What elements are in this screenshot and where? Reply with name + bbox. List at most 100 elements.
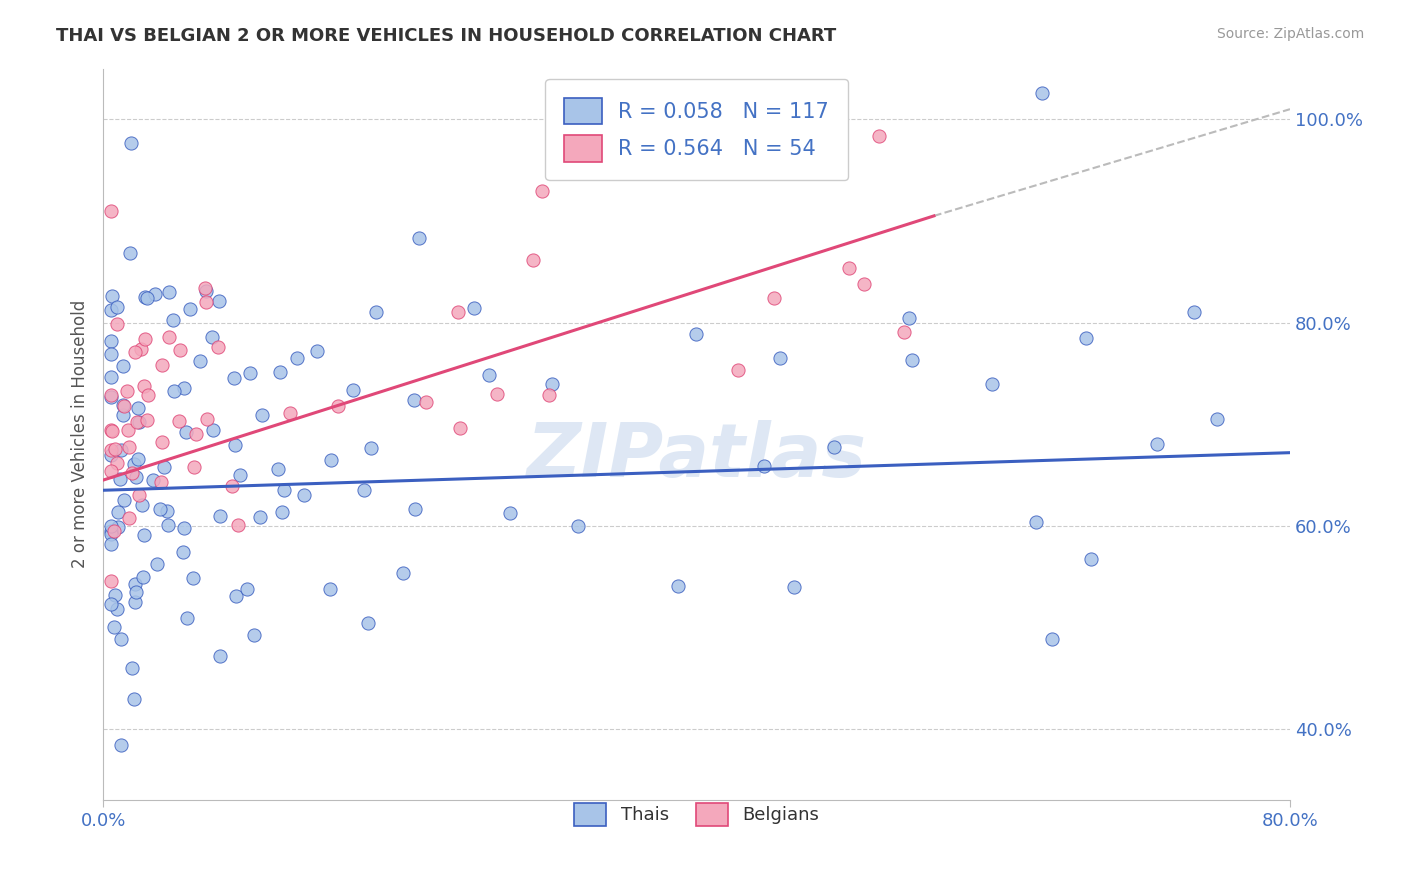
Point (783, 580, 806, 594)
Point (183, 459, 205, 474)
Point (364, 305, 387, 319)
Point (769, 351, 792, 366)
Point (415, 395, 437, 409)
Legend: Thais, Belgians: Thais, Belgians (565, 794, 828, 835)
Point (150, 434, 173, 449)
Point (162, 313, 184, 327)
Point (122, 458, 145, 472)
Point (125, 469, 148, 483)
Point (124, 576, 146, 591)
Point (132, 378, 155, 392)
Point (157, 518, 180, 533)
Point (146, 557, 169, 571)
Point (868, 129, 890, 144)
Point (111, 398, 134, 412)
Point (727, 363, 749, 377)
Point (485, 387, 508, 401)
Point (1080, 552, 1102, 566)
Point (100, 524, 122, 538)
Point (1025, 515, 1047, 529)
Point (173, 381, 195, 395)
Point (169, 414, 191, 428)
Point (104, 588, 127, 602)
Point (478, 368, 501, 382)
Point (269, 366, 291, 380)
Point (153, 459, 176, 474)
Point (273, 483, 295, 498)
Point (110, 442, 132, 457)
Point (357, 616, 380, 631)
Point (103, 620, 125, 634)
Point (100, 334, 122, 348)
Point (353, 483, 375, 497)
Point (463, 301, 485, 316)
Point (100, 423, 122, 437)
Point (183, 571, 205, 585)
Point (208, 649, 231, 664)
Point (838, 260, 860, 275)
Point (100, 574, 122, 588)
Point (128, 488, 150, 502)
Point (499, 506, 522, 520)
Point (127, 451, 149, 466)
Point (101, 289, 124, 303)
Point (100, 464, 122, 478)
Point (226, 518, 249, 533)
Point (142, 473, 165, 487)
Point (174, 820, 197, 834)
Point (125, 415, 148, 429)
Point (287, 351, 309, 365)
Point (132, 527, 155, 541)
Y-axis label: 2 or more Vehicles in Household: 2 or more Vehicles in Household (72, 301, 89, 568)
Point (129, 342, 152, 356)
Point (122, 691, 145, 706)
Point (541, 376, 564, 391)
Point (100, 424, 122, 438)
Point (179, 302, 201, 317)
Point (111, 359, 134, 374)
Point (131, 498, 153, 512)
Point (100, 204, 122, 219)
Point (125, 585, 148, 599)
Point (110, 632, 132, 647)
Point (1040, 632, 1063, 646)
Point (105, 317, 128, 331)
Point (319, 582, 342, 597)
Point (112, 399, 135, 413)
Point (207, 340, 229, 354)
Point (121, 466, 143, 480)
Point (195, 294, 218, 309)
Point (100, 518, 122, 533)
Point (242, 628, 264, 642)
Point (567, 518, 589, 533)
Point (105, 300, 128, 314)
Point (342, 383, 364, 397)
Point (135, 413, 157, 427)
Point (124, 345, 146, 359)
Point (157, 285, 180, 299)
Point (522, 252, 544, 267)
Point (173, 521, 195, 535)
Point (823, 440, 845, 454)
Point (120, 136, 142, 150)
Point (225, 589, 247, 603)
Point (118, 510, 141, 524)
Text: Source: ZipAtlas.com: Source: ZipAtlas.com (1216, 27, 1364, 41)
Point (893, 325, 915, 339)
Point (271, 505, 294, 519)
Point (127, 401, 149, 416)
Point (239, 366, 262, 380)
Point (1074, 330, 1097, 344)
Point (981, 377, 1004, 392)
Point (194, 284, 217, 298)
Point (404, 501, 426, 516)
Point (224, 371, 246, 385)
Point (107, 456, 129, 470)
Point (149, 501, 172, 516)
Point (186, 426, 208, 441)
Point (100, 536, 122, 550)
Point (852, 277, 875, 291)
Point (326, 400, 349, 414)
Point (194, 280, 217, 294)
Point (221, 479, 243, 493)
